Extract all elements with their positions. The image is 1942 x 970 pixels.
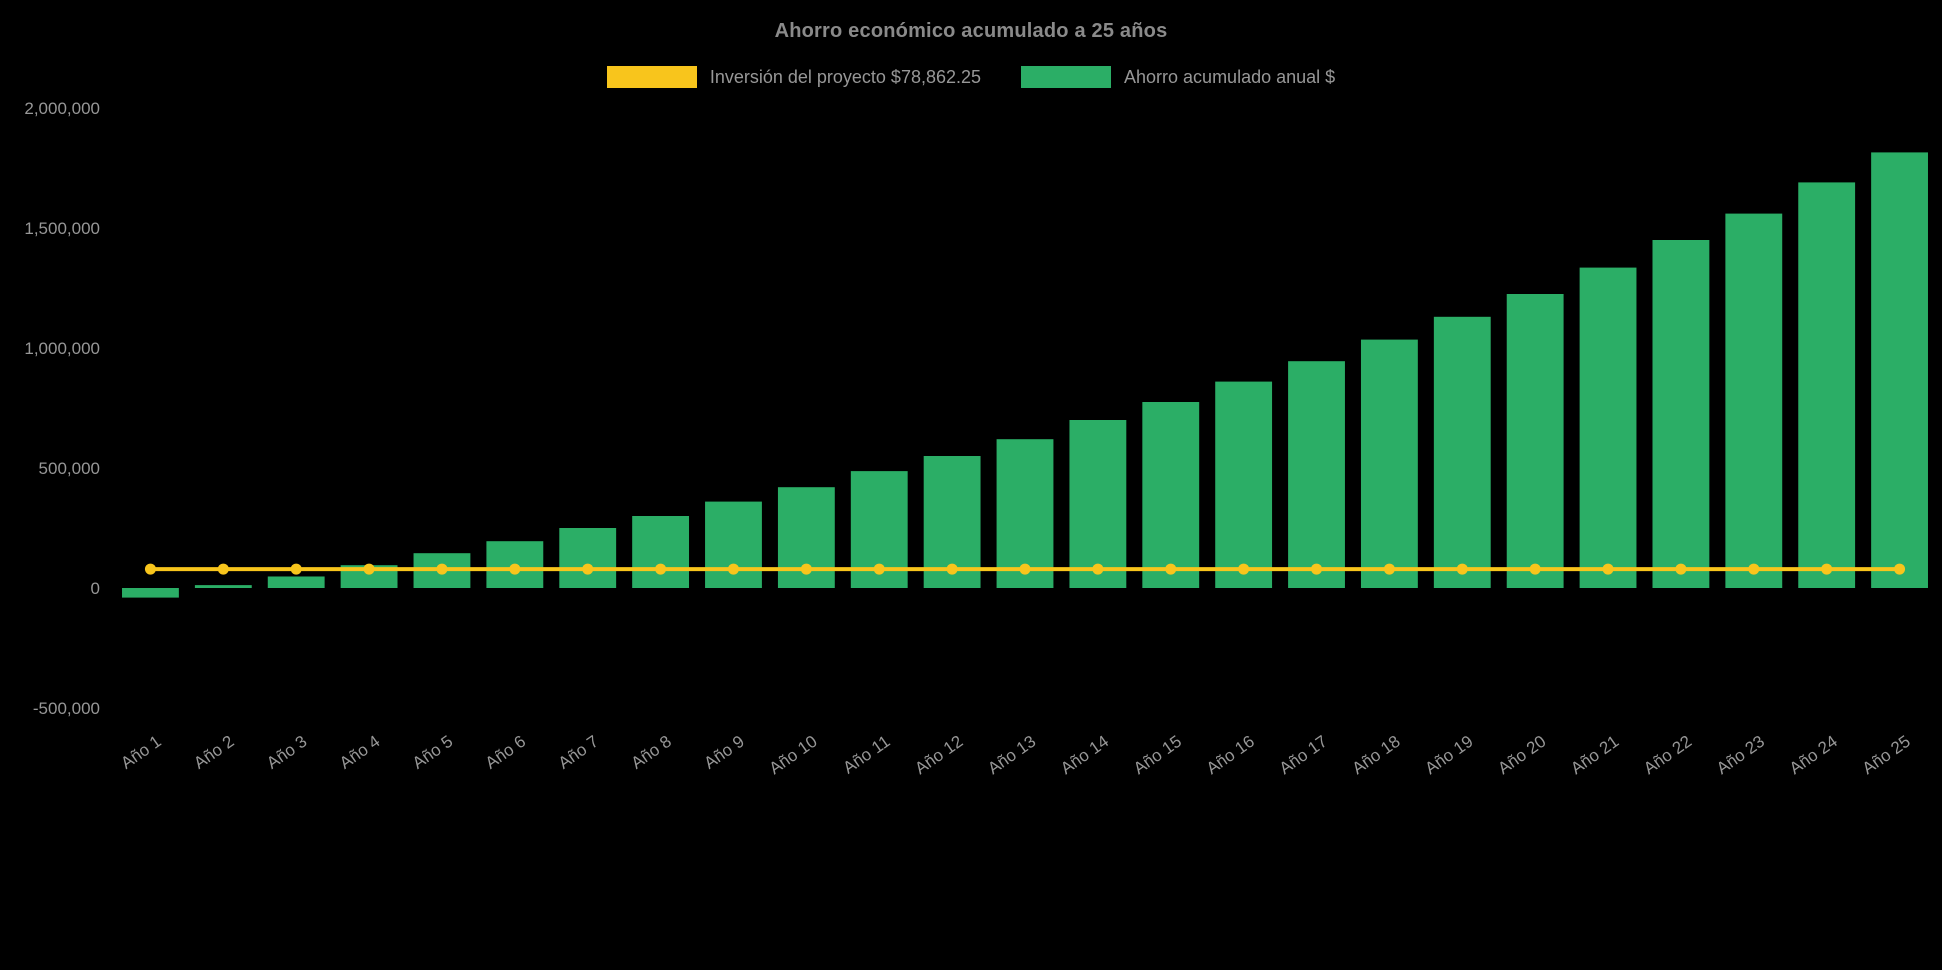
bar-año-13[interactable] [996, 439, 1054, 588]
bar-año-23[interactable] [1725, 213, 1783, 588]
line-point-año-21[interactable] [1602, 563, 1614, 575]
x-tick-label: Año 5 [409, 732, 456, 773]
bar-año-7[interactable] [559, 528, 617, 588]
x-tick-label: Año 20 [1494, 732, 1549, 778]
chart-title: Ahorro económico acumulado a 25 años [774, 20, 1168, 42]
line-point-año-15[interactable] [1165, 563, 1177, 575]
line-point-año-14[interactable] [1092, 563, 1104, 575]
y-tick-label: 1,000,000 [24, 339, 100, 358]
legend-label-investment: Inversión del proyecto $78,862.25 [709, 66, 982, 87]
legend-swatch-savings [1021, 66, 1112, 88]
line-point-año-2[interactable] [217, 563, 229, 575]
bar-año-14[interactable] [1069, 420, 1127, 588]
y-tick-label: 1,500,000 [24, 219, 100, 238]
line-point-año-23[interactable] [1748, 563, 1760, 575]
x-tick-label: Año 21 [1567, 732, 1622, 778]
bar-año-21[interactable] [1579, 267, 1637, 588]
y-tick-label: 0 [91, 579, 100, 598]
line-point-año-22[interactable] [1675, 563, 1687, 575]
x-tick-label: Año 13 [984, 732, 1039, 778]
legend-swatch-investment [606, 66, 697, 88]
y-tick-label: 2,000,000 [24, 99, 100, 118]
x-tick-label: Año 22 [1640, 732, 1695, 778]
bar-año-15[interactable] [1142, 402, 1200, 588]
bar-año-16[interactable] [1215, 381, 1273, 588]
chart-legend: Inversión del proyecto $78,862.25 Ahorro… [0, 66, 1942, 88]
line-point-año-18[interactable] [1383, 563, 1395, 575]
legend-label-savings: Ahorro acumulado anual $ [1124, 66, 1336, 87]
bar-año-18[interactable] [1360, 339, 1418, 588]
x-tick-label: Año 23 [1713, 732, 1768, 778]
bar-año-2[interactable] [194, 585, 252, 588]
line-point-año-20[interactable] [1529, 563, 1541, 575]
legend-item-savings[interactable]: Ahorro acumulado anual $ [1021, 66, 1335, 88]
line-point-año-4[interactable] [363, 563, 375, 575]
line-point-año-3[interactable] [290, 563, 302, 575]
x-tick-label: Año 7 [555, 732, 602, 773]
y-tick-label: 500,000 [39, 459, 100, 478]
line-point-año-16[interactable] [1238, 563, 1250, 575]
bar-año-19[interactable] [1433, 316, 1491, 588]
line-point-año-1[interactable] [144, 563, 156, 575]
bar-año-1[interactable] [122, 588, 179, 598]
bar-año-17[interactable] [1288, 361, 1345, 588]
line-point-año-7[interactable] [582, 563, 594, 575]
x-tick-label: Año 2 [190, 732, 237, 773]
line-point-año-25[interactable] [1894, 563, 1906, 575]
line-point-año-10[interactable] [800, 563, 812, 575]
line-point-año-19[interactable] [1456, 563, 1468, 575]
x-tick-label: Año 12 [911, 732, 966, 778]
line-point-año-17[interactable] [1311, 563, 1323, 575]
x-tick-label: Año 14 [1057, 732, 1112, 778]
x-tick-label: Año 16 [1203, 732, 1258, 778]
x-tick-label: Año 11 [840, 732, 894, 778]
legend-item-investment[interactable]: Inversión del proyecto $78,862.25 [606, 66, 982, 88]
line-point-año-5[interactable] [436, 563, 448, 575]
x-tick-label: Año 8 [628, 732, 675, 773]
x-tick-label: Año 25 [1859, 732, 1914, 778]
bar-año-25[interactable] [1871, 152, 1928, 588]
y-tick-label: -500,000 [33, 699, 100, 718]
line-point-año-12[interactable] [946, 563, 958, 575]
x-tick-label: Año 3 [263, 732, 310, 773]
line-point-año-9[interactable] [727, 563, 739, 575]
line-point-año-13[interactable] [1019, 563, 1031, 575]
x-tick-label: Año 18 [1349, 732, 1404, 778]
bar-año-9[interactable] [705, 501, 762, 588]
x-tick-label: Año 15 [1130, 732, 1185, 778]
x-tick-label: Año 1 [117, 732, 164, 773]
x-tick-label: Año 9 [700, 732, 747, 773]
x-tick-label: Año 10 [766, 732, 821, 778]
line-point-año-24[interactable] [1821, 563, 1833, 575]
bar-año-22[interactable] [1652, 240, 1710, 588]
x-tick-label: Año 6 [482, 732, 529, 773]
line-point-año-8[interactable] [655, 563, 667, 575]
x-tick-label: Año 17 [1276, 732, 1331, 778]
x-tick-label: Año 24 [1786, 732, 1841, 778]
x-tick-label: Año 19 [1422, 732, 1477, 778]
x-tick-label: Año 4 [336, 732, 383, 773]
bar-año-20[interactable] [1506, 294, 1564, 588]
line-point-año-6[interactable] [509, 563, 521, 575]
bar-año-3[interactable] [267, 576, 325, 588]
bar-año-8[interactable] [632, 516, 690, 588]
line-point-año-11[interactable] [873, 563, 885, 575]
bar-año-24[interactable] [1798, 182, 1856, 588]
